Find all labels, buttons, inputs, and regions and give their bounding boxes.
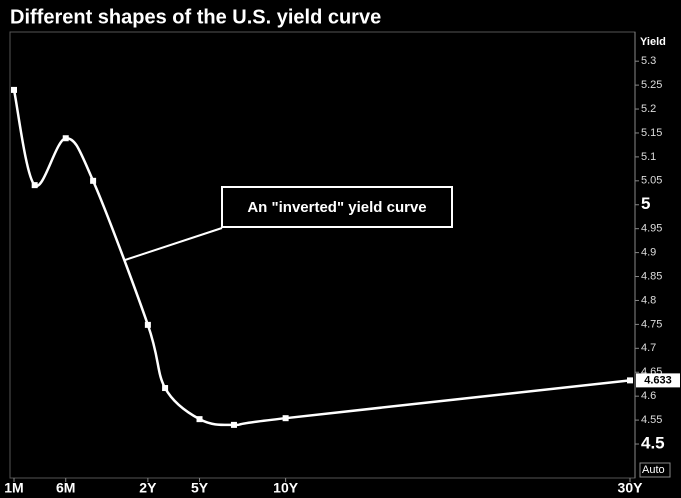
y-tick-label: 4.5 [641,434,665,453]
x-tick-label: 6M [56,480,75,496]
last-value-box [636,373,680,388]
x-tick-label: 10Y [273,480,299,496]
x-tick-label: 1M [4,480,23,496]
x-tick-label: 2Y [139,480,157,496]
yield-curve [12,89,631,427]
annotation-pointer [124,227,223,261]
point-marker [230,421,237,428]
point-marker [31,182,38,189]
y-tick-label: 4.55 [641,414,662,426]
point-marker [162,385,169,392]
x-tick-label: 5Y [191,480,209,496]
annotation-box [221,186,453,228]
point-marker [144,321,151,328]
point-marker [11,86,17,93]
y-tick-label: 5.15 [641,127,662,139]
y-tick-label: 4.85 [641,270,662,282]
y-tick-label: 5 [641,194,650,213]
y-tick-label: 4.6 [641,390,656,402]
point-marker [627,377,633,384]
annotation: An "inverted" yield curve [247,199,426,216]
last-value-label: 4.633 [644,374,672,386]
y-tick-label: 4.75 [641,318,662,330]
plot-area [9,31,636,479]
y-tick-label: 5.05 [641,175,662,187]
y-tick-label: 5.3 [641,55,656,67]
auto-button-label[interactable]: Auto [642,464,665,476]
y-tick-label: 5.2 [641,103,656,115]
y-tick-label: 5.1 [641,151,656,163]
y-tick-label: 4.95 [641,223,662,235]
y-tick-label: 5.25 [641,79,662,91]
chart-title: Different shapes of the U.S. yield curve [10,6,381,28]
y-tick-label: 4.9 [641,247,656,259]
point-marker [62,135,69,142]
y-tick-label: 4.7 [641,342,656,354]
point-marker [282,415,289,422]
point-marker [196,416,203,423]
point-marker [90,177,97,184]
y-axis-label: Yield [640,36,666,48]
y-tick-label: 4.8 [641,294,656,306]
auto-button[interactable] [639,462,671,478]
x-tick-label: 30Y [618,480,644,496]
